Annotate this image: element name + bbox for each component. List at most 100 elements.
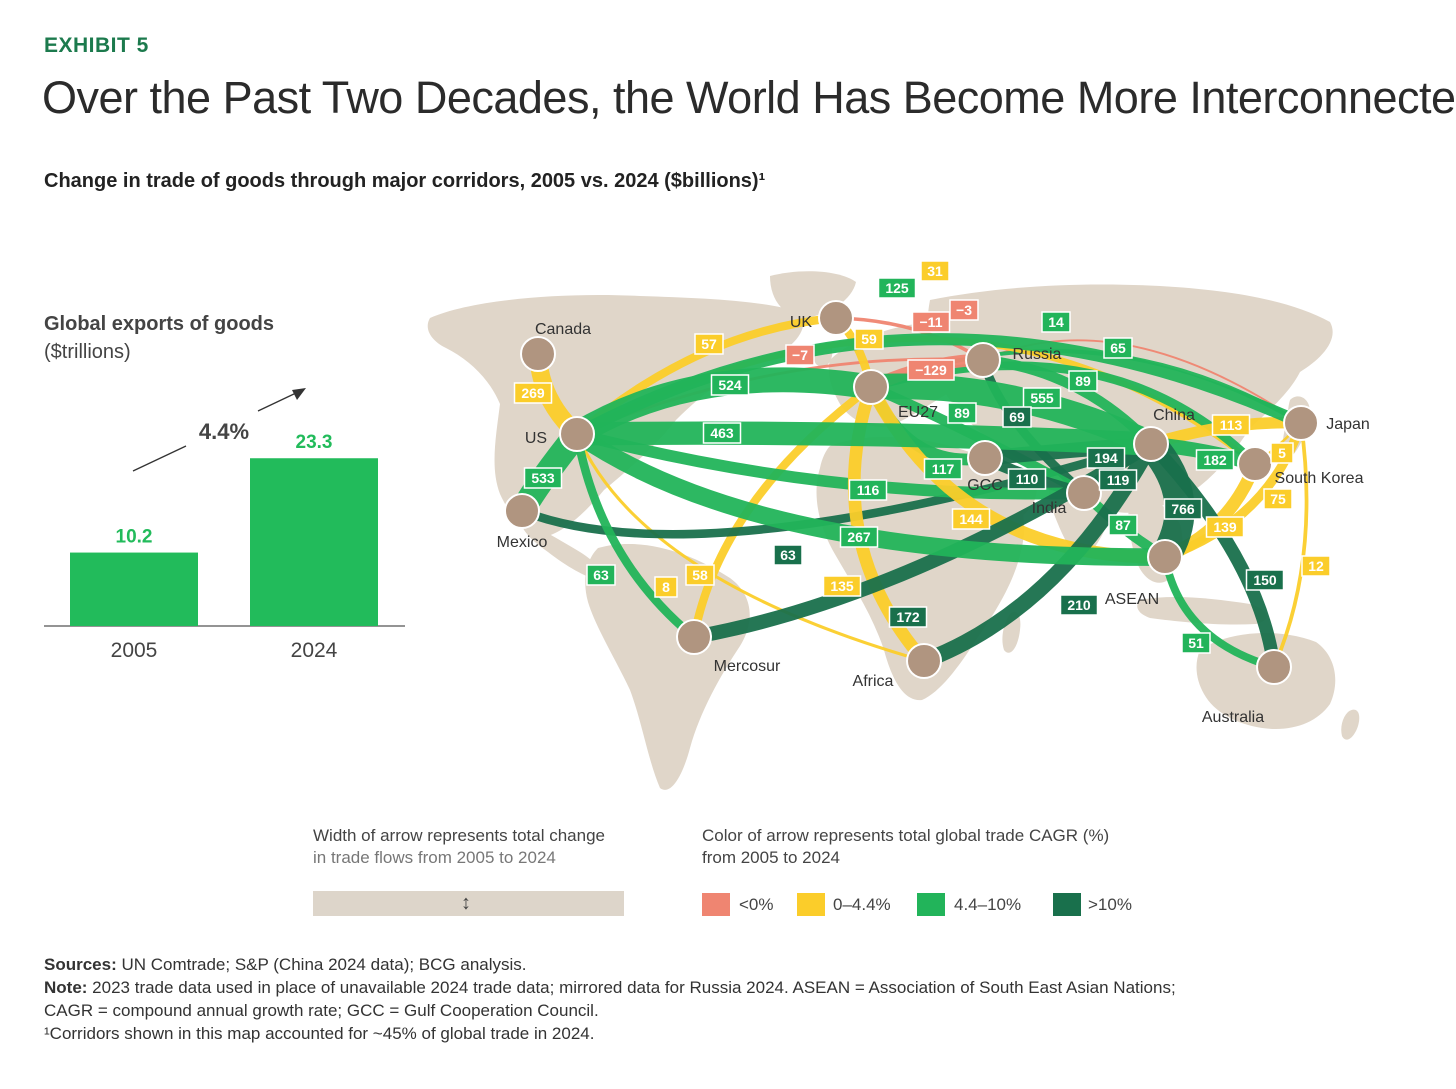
flow-label-text: 63 <box>593 567 609 583</box>
flow-label-text: 116 <box>857 482 880 498</box>
node-label-eu27: EU27 <box>898 404 938 421</box>
flow-label-box <box>773 544 803 566</box>
flow-label-china-south_korea: 182 <box>1195 449 1235 471</box>
flow-label-box <box>523 467 563 489</box>
region-nodes <box>504 300 1319 685</box>
flow-label-japan-south_korea: 5 <box>1270 442 1294 464</box>
flow-label-text: 31 <box>927 263 943 279</box>
bar-2005 <box>70 552 198 626</box>
flow-label-text: 119 <box>1107 472 1130 488</box>
page-title: Over the Past Two Decades, the World Has… <box>42 72 1456 123</box>
flow-label-eu27-gcc: 117 <box>923 458 963 480</box>
flow-label-text: 14 <box>1048 314 1064 330</box>
flow-label-us-canada: 269 <box>513 382 553 404</box>
footnote: ¹Corridors shown in this map accounted f… <box>44 1024 595 1043</box>
flow-label-us-africa: 8 <box>654 576 678 598</box>
flow-label-us-india: 116 <box>848 479 888 501</box>
growth-arrow-line <box>132 445 187 472</box>
flow-label-box <box>1103 337 1133 359</box>
legend-label-negative: <0% <box>739 895 774 914</box>
flow-label-china-australia: 150 <box>1245 569 1285 591</box>
node-label-asean: ASEAN <box>1105 591 1159 608</box>
flow-label-text: 75 <box>1270 491 1286 507</box>
land-indonesia <box>1137 597 1267 625</box>
flow-label-mexico-china: 63 <box>773 544 803 566</box>
flow-label-eu27-asean: 144 <box>951 508 991 530</box>
node-gcc <box>967 440 1003 476</box>
bar-chart: 10.2 2005 23.3 2024 4.4% <box>44 388 405 662</box>
flow-label-text: 8 <box>662 579 670 595</box>
node-label-canada: Canada <box>535 321 591 338</box>
flow-label-box <box>785 344 815 366</box>
flow-label-box <box>694 333 724 355</box>
sources-line: Sources: UN Comtrade; S&P (China 2024 da… <box>44 955 527 975</box>
flow-us-mercosur <box>572 429 699 642</box>
flow-label-box <box>1245 569 1285 591</box>
flow-label-box <box>1068 370 1098 392</box>
flow-label-box <box>1211 414 1251 436</box>
flow-label-box <box>1195 449 1235 471</box>
flow-asean-australia <box>1161 553 1278 671</box>
flow-label-russia-japan: −3 <box>949 299 979 321</box>
flow-label-text: 533 <box>531 470 555 486</box>
flow-label-us-mercosur: 63 <box>586 564 616 586</box>
flow-label-box <box>1263 488 1293 510</box>
flow-label-box <box>1007 468 1047 490</box>
growth-label: 4.4% <box>199 419 249 444</box>
flow-label-us-japan: 125 <box>877 277 917 299</box>
flow-label-box <box>1059 594 1099 616</box>
flow-label-box <box>923 458 963 480</box>
flow-label-text: 463 <box>710 425 734 441</box>
flow-label-text: 139 <box>1213 519 1237 535</box>
legend-label-high: >10% <box>1088 895 1132 914</box>
flow-label-india-china: 119 <box>1098 469 1138 491</box>
flow-label-text: −11 <box>920 314 943 330</box>
node-label-russia: Russia <box>1013 346 1062 363</box>
bar-category-label: 2005 <box>111 639 158 662</box>
note-line: Note: 2023 trade data used in place of u… <box>44 978 1176 998</box>
node-australia <box>1256 649 1292 685</box>
flow-label-text: 267 <box>847 529 871 545</box>
flow-label-box <box>1181 632 1211 654</box>
node-mexico <box>504 493 540 529</box>
flow-label-us-russia: −7 <box>785 344 815 366</box>
flow-label-eu27-mercosur: 58 <box>685 564 715 586</box>
legend-swatch-high <box>1053 893 1081 916</box>
node-asean <box>1147 539 1183 575</box>
flow-label-box <box>1108 514 1138 536</box>
flow-label-box <box>586 564 616 586</box>
node-label-gcc: GCC <box>967 477 1003 494</box>
flow-label-eu27-africa: 135 <box>822 575 862 597</box>
flow-label-box <box>1002 406 1032 428</box>
flow-label-text: 110 <box>1016 471 1039 487</box>
flow-label-text: 524 <box>718 377 742 393</box>
bar-value-label: 23.3 <box>296 432 333 453</box>
flow-label-box <box>1163 498 1203 520</box>
node-us <box>559 416 595 452</box>
flow-label-box <box>822 575 862 597</box>
flow-label-box <box>1270 442 1294 464</box>
flow-label-box <box>710 374 750 396</box>
flow-label-text: 555 <box>1030 390 1054 406</box>
land-new-zealand <box>1341 709 1360 740</box>
flow-label-china-asean: 766 <box>1163 498 1203 520</box>
node-label-mercosur: Mercosur <box>714 658 781 675</box>
flow-label-text: 89 <box>1075 373 1091 389</box>
flow-label-text: 172 <box>896 609 920 625</box>
flow-label-box <box>848 479 888 501</box>
flow-label-box <box>911 311 951 333</box>
flow-us-africa <box>575 432 926 663</box>
flow-label-us-asean: 267 <box>839 526 879 548</box>
bar-chart-unit: ($trillions) <box>44 341 131 363</box>
flow-label-box <box>1086 447 1126 469</box>
chart-subtitle: Change in trade of goods through major c… <box>44 170 766 192</box>
note-text: 2023 trade data used in place of unavail… <box>87 978 1176 997</box>
flow-label-text: 144 <box>959 511 983 527</box>
flow-label-text: 182 <box>1203 452 1227 468</box>
node-uk <box>818 300 854 336</box>
flow-eu27-china <box>858 373 1164 457</box>
flow-label-text: 766 <box>1171 501 1195 517</box>
flow-label-text: 135 <box>830 578 854 594</box>
flow-label-box <box>949 299 979 321</box>
